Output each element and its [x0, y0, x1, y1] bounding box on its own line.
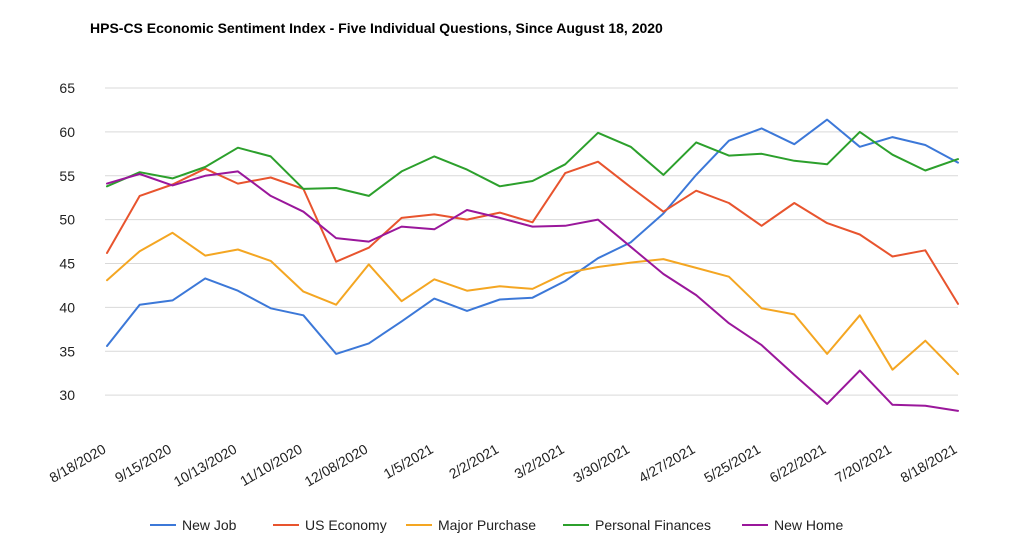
x-tick-label: 5/25/2021	[701, 441, 763, 486]
x-tick-label: 10/13/2020	[171, 441, 240, 490]
x-tick-label: 3/2/2021	[512, 441, 567, 482]
y-tick-label: 65	[59, 80, 75, 96]
y-tick-label: 60	[59, 124, 75, 140]
series-line-us-economy	[106, 160, 959, 305]
y-axis-ticks: 30 35 40 45 50 55 60 65	[59, 80, 75, 403]
x-axis-ticks: 8/18/2020 9/15/202010/13/202011/10/202012…	[47, 441, 960, 490]
x-tick-label: 6/22/2021	[767, 441, 829, 486]
legend-label: New Job	[182, 517, 237, 533]
series-line-personal-finances	[106, 130, 959, 197]
y-tick-label: 55	[59, 168, 75, 184]
y-tick-label: 50	[59, 212, 75, 228]
y-tick-label: 45	[59, 256, 75, 272]
series-layer	[106, 118, 959, 412]
x-tick-label: 7/20/2021	[832, 441, 894, 486]
series-line-major-purchase	[106, 231, 959, 376]
y-tick-label: 40	[59, 299, 75, 315]
x-tick-label: 1/5/2021	[381, 441, 436, 482]
legend-label: Personal Finances	[595, 517, 711, 533]
legend-label: New Home	[774, 517, 843, 533]
x-tick-label: 12/08/2020	[302, 441, 371, 490]
x-tick-label: 11/10/2020	[237, 441, 305, 489]
series-line-new-job	[106, 118, 959, 355]
legend-label: US Economy	[305, 517, 387, 533]
series-line-new-home	[106, 170, 959, 412]
x-tick-label: 4/27/2021	[636, 441, 698, 486]
chart-title: HPS-CS Economic Sentiment Index - Five I…	[90, 20, 663, 36]
x-tick-label: 8/18/2020	[47, 441, 109, 486]
x-tick-label: 9/15/2020	[112, 441, 174, 486]
x-tick-label: 3/30/2021	[570, 441, 632, 486]
y-tick-label: 30	[59, 387, 75, 403]
legend-label: Major Purchase	[438, 517, 536, 533]
grid-layer	[105, 87, 958, 396]
y-tick-label: 35	[59, 343, 75, 359]
x-tick-label: 8/18/2021	[898, 441, 960, 486]
legend: New Job US Economy Major Purchase Personal …	[150, 517, 843, 533]
x-tick-label: 2/2/2021	[446, 441, 501, 482]
